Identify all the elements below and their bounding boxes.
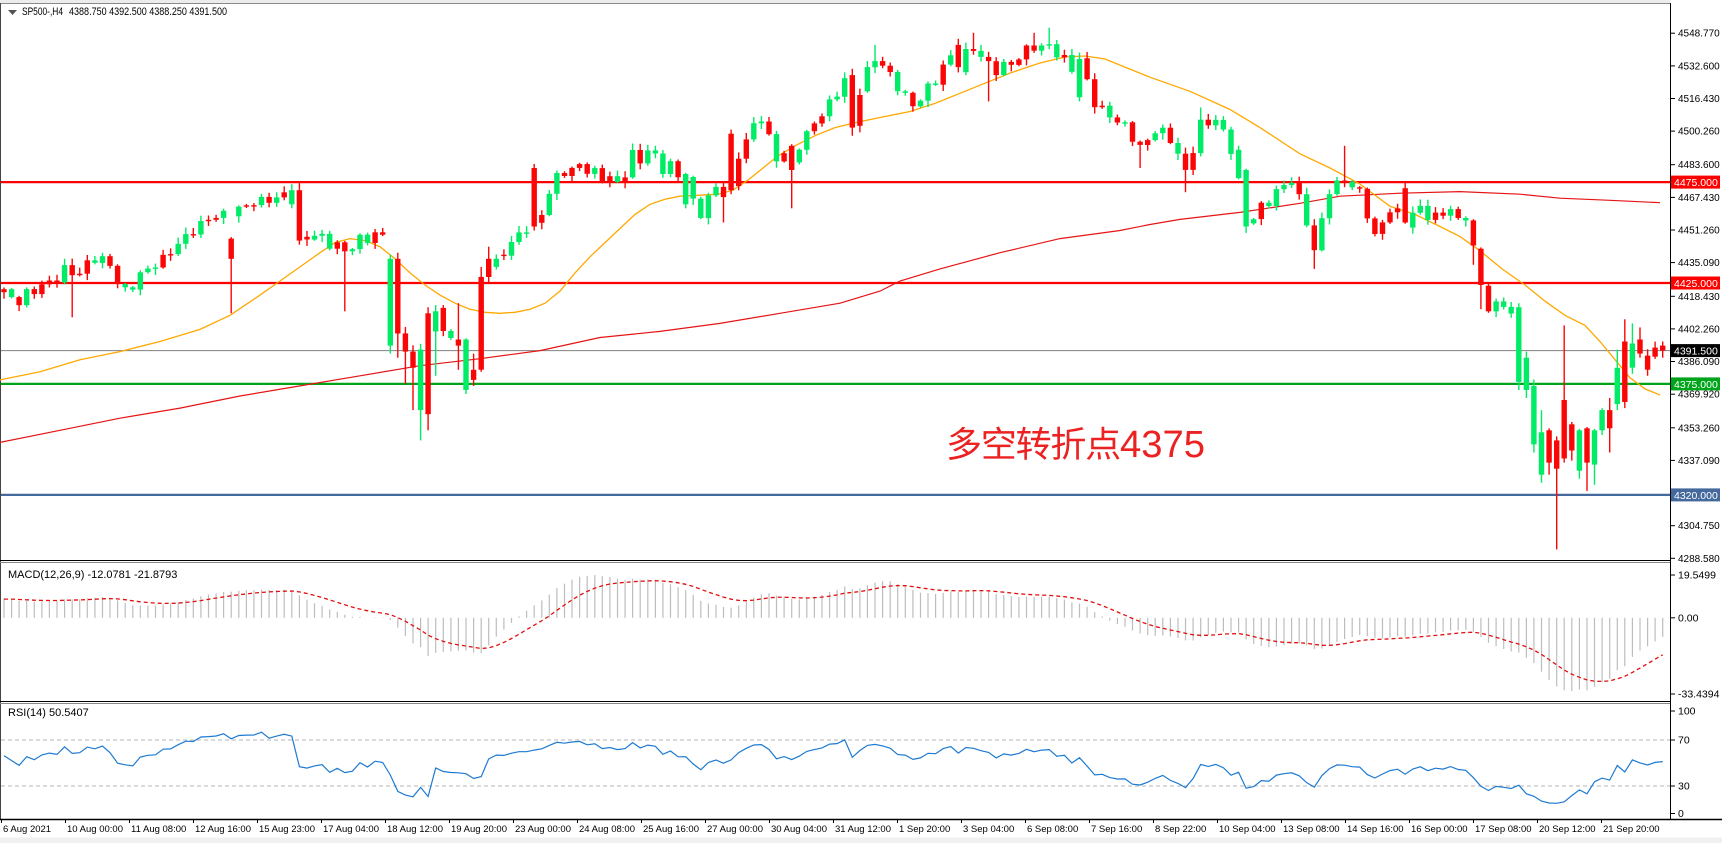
svg-text:14 Sep 16:00: 14 Sep 16:00	[1347, 824, 1404, 835]
svg-text:4451.260: 4451.260	[1678, 226, 1720, 237]
svg-text:4435.090: 4435.090	[1678, 258, 1720, 269]
svg-text:4548.770: 4548.770	[1678, 29, 1720, 40]
svg-text:31 Aug 12:00: 31 Aug 12:00	[835, 824, 891, 835]
svg-text:6 Sep 08:00: 6 Sep 08:00	[1027, 824, 1078, 835]
svg-text:4475.000: 4475.000	[1674, 177, 1718, 189]
svg-text:4369.920: 4369.920	[1678, 390, 1720, 401]
svg-text:19 Aug 20:00: 19 Aug 20:00	[451, 824, 507, 835]
svg-text:12 Aug 16:00: 12 Aug 16:00	[195, 824, 251, 835]
svg-text:4532.600: 4532.600	[1678, 61, 1720, 72]
svg-text:4425.000: 4425.000	[1674, 278, 1718, 290]
svg-text:4304.750: 4304.750	[1678, 521, 1720, 532]
svg-text:25 Aug 16:00: 25 Aug 16:00	[643, 824, 699, 835]
svg-text:0.00: 0.00	[1678, 612, 1699, 624]
svg-text:4402.260: 4402.260	[1678, 324, 1720, 335]
svg-text:7 Sep 16:00: 7 Sep 16:00	[1091, 824, 1142, 835]
svg-text:4353.260: 4353.260	[1678, 423, 1720, 434]
svg-text:17 Aug 04:00: 17 Aug 04:00	[323, 824, 379, 835]
svg-text:RSI(14) 50.5407: RSI(14) 50.5407	[8, 707, 89, 719]
svg-text:23 Aug 00:00: 23 Aug 00:00	[515, 824, 571, 835]
svg-text:27 Aug 00:00: 27 Aug 00:00	[707, 824, 763, 835]
svg-text:6 Aug 2021: 6 Aug 2021	[3, 824, 51, 835]
svg-text:13 Sep 08:00: 13 Sep 08:00	[1283, 824, 1340, 835]
svg-text:4483.600: 4483.600	[1678, 160, 1720, 171]
svg-text:4516.430: 4516.430	[1678, 94, 1720, 105]
svg-text:8 Sep 22:00: 8 Sep 22:00	[1155, 824, 1206, 835]
svg-text:4320.000: 4320.000	[1674, 490, 1718, 502]
svg-text:1 Sep 20:00: 1 Sep 20:00	[899, 824, 950, 835]
svg-text:4337.090: 4337.090	[1678, 456, 1720, 467]
svg-text:24 Aug 08:00: 24 Aug 08:00	[579, 824, 635, 835]
svg-text:-33.4394: -33.4394	[1678, 689, 1720, 701]
svg-text:4500.260: 4500.260	[1678, 127, 1720, 138]
svg-text:10 Sep 04:00: 10 Sep 04:00	[1219, 824, 1276, 835]
svg-text:100: 100	[1678, 706, 1696, 718]
svg-text:21 Sep 20:00: 21 Sep 20:00	[1603, 824, 1660, 835]
svg-text:16 Sep 00:00: 16 Sep 00:00	[1411, 824, 1468, 835]
svg-text:30 Aug 04:00: 30 Aug 04:00	[771, 824, 827, 835]
svg-text:4467.430: 4467.430	[1678, 193, 1720, 204]
svg-text:SP500-,H4: SP500-,H4	[22, 6, 63, 18]
svg-text:10 Aug 00:00: 10 Aug 00:00	[67, 824, 123, 835]
svg-text:3 Sep 04:00: 3 Sep 04:00	[963, 824, 1014, 835]
svg-text:4288.580: 4288.580	[1678, 554, 1720, 565]
svg-text:19.5499: 19.5499	[1678, 570, 1716, 582]
svg-text:4375.000: 4375.000	[1674, 379, 1718, 391]
svg-text:0: 0	[1678, 808, 1684, 820]
svg-text:4391.500: 4391.500	[1674, 346, 1718, 358]
svg-text:17 Sep 08:00: 17 Sep 08:00	[1475, 824, 1532, 835]
svg-text:4418.430: 4418.430	[1678, 292, 1720, 303]
svg-text:70: 70	[1678, 735, 1690, 747]
svg-text:30: 30	[1678, 781, 1690, 793]
svg-text:MACD(12,26,9) -12.0781 -21.879: MACD(12,26,9) -12.0781 -21.8793	[8, 569, 177, 581]
svg-text:15 Aug 23:00: 15 Aug 23:00	[259, 824, 315, 835]
svg-text:18 Aug 12:00: 18 Aug 12:00	[387, 824, 443, 835]
svg-text:11 Aug 08:00: 11 Aug 08:00	[131, 824, 186, 835]
svg-text:4388.750 4392.500 4388.250 439: 4388.750 4392.500 4388.250 4391.500	[69, 6, 227, 18]
svg-text:4386.090: 4386.090	[1678, 357, 1720, 368]
svg-text:20 Sep 12:00: 20 Sep 12:00	[1539, 824, 1596, 835]
svg-text:4375: 4375	[1120, 424, 1205, 466]
